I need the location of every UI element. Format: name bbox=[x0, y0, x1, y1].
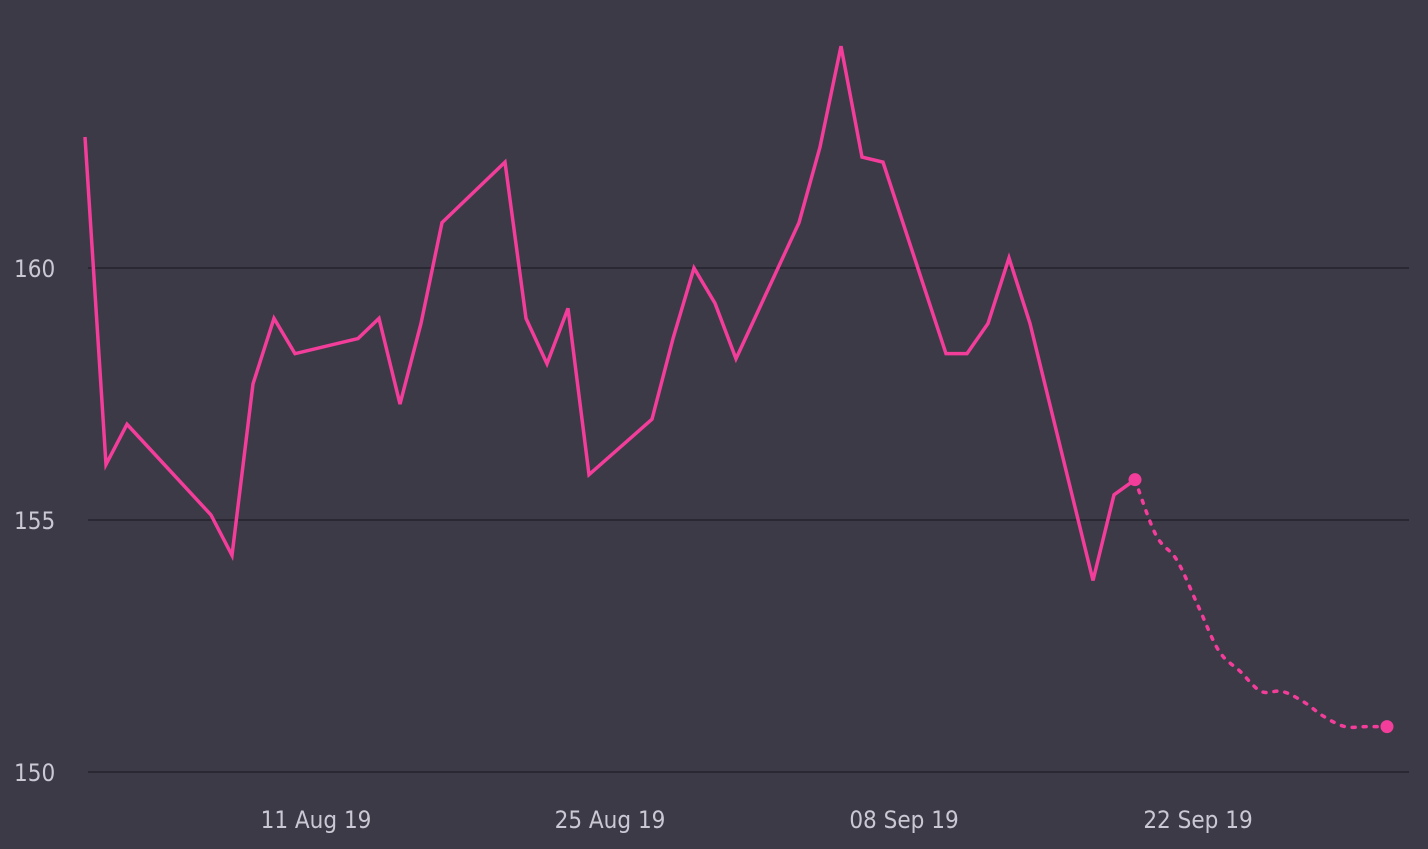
series-end-marker bbox=[1128, 473, 1142, 487]
y-tick-label: 160 bbox=[14, 255, 55, 283]
y-tick-label: 155 bbox=[14, 507, 55, 535]
forecast-series-line bbox=[1133, 477, 1389, 730]
y-axis-ticks: 150 155 160 bbox=[14, 255, 55, 787]
series-end-marker bbox=[1380, 720, 1394, 734]
gridlines bbox=[88, 267, 1409, 773]
price-series-line bbox=[83, 45, 1137, 581]
x-tick-label: 08 Sep 19 bbox=[849, 806, 958, 834]
x-tick-label: 11 Aug 19 bbox=[261, 806, 372, 834]
x-tick-label: 25 Aug 19 bbox=[555, 806, 666, 834]
x-axis-ticks: 11 Aug 19 25 Aug 19 08 Sep 19 22 Sep 19 bbox=[261, 806, 1253, 834]
y-tick-label: 150 bbox=[14, 759, 55, 787]
series-layer bbox=[83, 45, 1394, 734]
x-tick-label: 22 Sep 19 bbox=[1143, 806, 1252, 834]
